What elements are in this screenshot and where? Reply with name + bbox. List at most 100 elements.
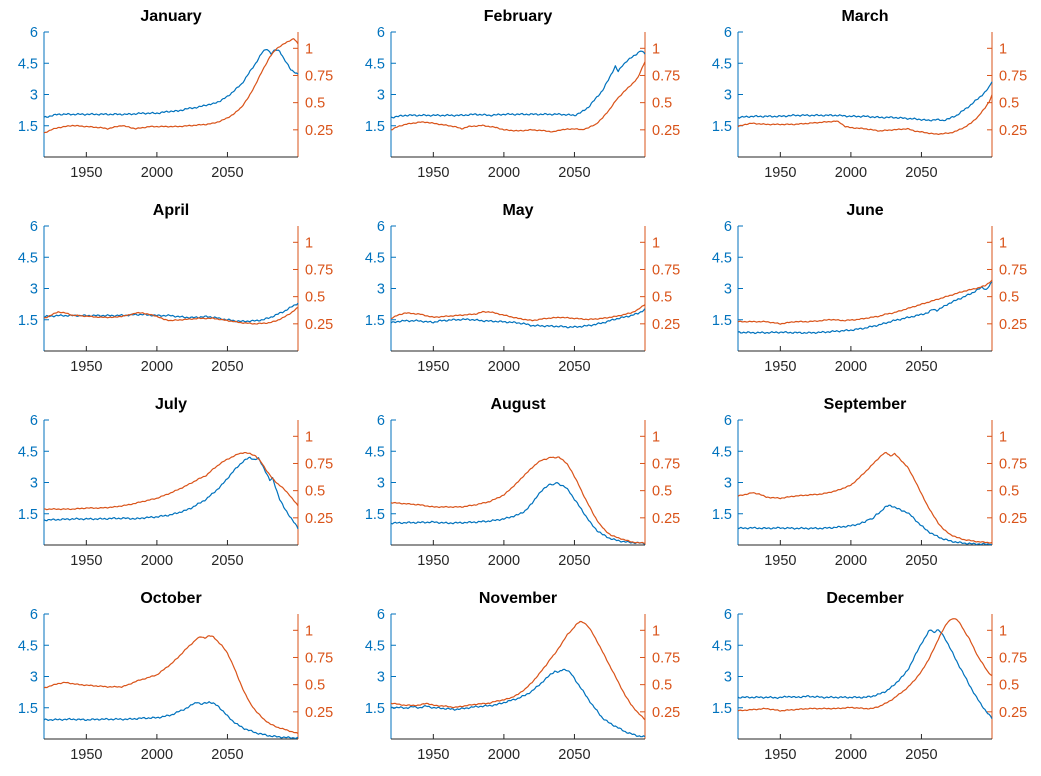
blue-series-line xyxy=(43,302,299,323)
left-tick-label: 1.5 xyxy=(18,119,38,135)
right-tick-label: 1 xyxy=(999,235,1007,251)
right-tick-label: 0.25 xyxy=(999,511,1027,527)
right-tick-label: 0.75 xyxy=(652,650,680,666)
left-tick-label: 6 xyxy=(377,413,385,429)
subplot-svg: July 1.5 3 4.5 6 0.25 0.5 0.75 1 1950 2000 2050 xyxy=(18,396,333,569)
subplot-title: November xyxy=(479,590,557,607)
right-tick-label: 1 xyxy=(305,235,313,251)
left-tick-label: 4.5 xyxy=(365,638,385,654)
subplot-january: January 1.5 3 4.5 6 0.25 0.5 0.75 1 1950 2000 2050 xyxy=(0,0,347,194)
right-tick-label: 0.5 xyxy=(652,484,672,500)
x-tick-label: 2050 xyxy=(905,553,937,569)
orange-series-line xyxy=(43,635,299,735)
subplot-title: August xyxy=(490,396,546,413)
x-tick-label: 1950 xyxy=(764,553,796,569)
left-tick-label: 3 xyxy=(724,476,732,492)
subplot-title: March xyxy=(841,8,888,25)
left-tick-label: 3 xyxy=(724,88,732,104)
x-tick-label: 2050 xyxy=(211,553,243,569)
subplot-november: November 1.5 3 4.5 6 0.25 0.5 0.75 1 1950 2000 2050 xyxy=(347,582,694,776)
right-tick-label: 0.5 xyxy=(305,484,325,500)
x-tick-label: 1950 xyxy=(70,747,102,763)
x-tick-label: 1950 xyxy=(70,553,102,569)
left-tick-label: 6 xyxy=(30,413,38,429)
right-tick-label: 0.5 xyxy=(305,290,325,306)
x-tick-label: 2050 xyxy=(905,747,937,763)
right-tick-label: 0.25 xyxy=(305,317,333,333)
subplot-svg: January 1.5 3 4.5 6 0.25 0.5 0.75 1 1950 2000 2050 xyxy=(18,8,333,181)
left-tick-label: 6 xyxy=(724,219,732,235)
left-tick-label: 3 xyxy=(30,476,38,492)
subplot-august: August 1.5 3 4.5 6 0.25 0.5 0.75 1 1950 2000 2050 xyxy=(347,388,694,582)
left-tick-label: 1.5 xyxy=(18,313,38,329)
left-tick-label: 6 xyxy=(30,607,38,623)
left-tick-label: 4.5 xyxy=(712,56,732,72)
orange-series-line xyxy=(390,456,646,544)
left-tick-label: 6 xyxy=(724,607,732,623)
right-tick-label: 0.75 xyxy=(305,456,333,472)
left-tick-label: 4.5 xyxy=(712,444,732,460)
x-tick-label: 1950 xyxy=(417,747,449,763)
left-tick-label: 6 xyxy=(377,219,385,235)
orange-series-line xyxy=(737,618,993,712)
right-tick-label: 0.5 xyxy=(999,96,1019,112)
orange-series-line xyxy=(390,304,646,322)
subplot-svg: September 1.5 3 4.5 6 0.25 0.5 0.75 1 1950 2000 205… xyxy=(712,396,1027,569)
subplot-title: September xyxy=(824,396,907,413)
blue-series-line xyxy=(390,668,646,738)
blue-series-line xyxy=(737,281,993,335)
x-tick-label: 2000 xyxy=(835,747,867,763)
left-tick-label: 1.5 xyxy=(365,119,385,135)
x-tick-label: 2050 xyxy=(211,747,243,763)
x-tick-label: 2000 xyxy=(835,359,867,375)
subplot-june: June 1.5 3 4.5 6 0.25 0.5 0.75 1 1950 2000 2050 xyxy=(694,194,1041,388)
x-tick-label: 2050 xyxy=(905,165,937,181)
right-tick-label: 0.75 xyxy=(999,650,1027,666)
right-tick-label: 0.25 xyxy=(999,317,1027,333)
left-tick-label: 3 xyxy=(377,282,385,298)
right-tick-label: 0.75 xyxy=(652,68,680,84)
left-tick-label: 4.5 xyxy=(18,444,38,460)
right-tick-label: 0.75 xyxy=(305,262,333,278)
blue-series-line xyxy=(43,701,299,740)
right-tick-label: 0.5 xyxy=(999,678,1019,694)
right-tick-label: 1 xyxy=(999,623,1007,639)
right-tick-label: 0.25 xyxy=(652,317,680,333)
blue-series-line xyxy=(390,50,646,119)
subplot-september: September 1.5 3 4.5 6 0.25 0.5 0.75 1 1950 2000 205… xyxy=(694,388,1041,582)
left-tick-label: 3 xyxy=(30,88,38,104)
right-tick-label: 0.75 xyxy=(305,650,333,666)
left-tick-label: 1.5 xyxy=(712,119,732,135)
left-tick-label: 1.5 xyxy=(365,701,385,717)
orange-series-line xyxy=(43,451,299,511)
left-tick-label: 4.5 xyxy=(18,250,38,266)
right-tick-label: 0.5 xyxy=(305,678,325,694)
orange-series-line xyxy=(737,451,993,544)
subplot-title: June xyxy=(846,202,883,219)
blue-series-line xyxy=(43,48,299,118)
x-tick-label: 2050 xyxy=(211,359,243,375)
left-tick-label: 6 xyxy=(377,607,385,623)
subplot-april: April 1.5 3 4.5 6 0.25 0.5 0.75 1 1950 2000 2050 xyxy=(0,194,347,388)
x-tick-label: 1950 xyxy=(417,359,449,375)
left-tick-label: 1.5 xyxy=(712,313,732,329)
right-tick-label: 1 xyxy=(652,429,660,445)
subplot-july: July 1.5 3 4.5 6 0.25 0.5 0.75 1 1950 2000 2050 xyxy=(0,388,347,582)
left-tick-label: 1.5 xyxy=(365,313,385,329)
subplot-may: May 1.5 3 4.5 6 0.25 0.5 0.75 1 1950 2000 2050 xyxy=(347,194,694,388)
x-tick-label: 2050 xyxy=(558,359,590,375)
x-tick-label: 2050 xyxy=(558,747,590,763)
right-tick-label: 0.25 xyxy=(999,123,1027,139)
right-tick-label: 1 xyxy=(652,41,660,57)
x-tick-label: 2050 xyxy=(558,553,590,569)
blue-series-line xyxy=(737,629,993,720)
subplot-title: January xyxy=(140,8,201,25)
blue-series-line xyxy=(737,504,993,546)
orange-series-line xyxy=(43,306,299,325)
subplot-title: April xyxy=(153,202,189,219)
right-tick-label: 1 xyxy=(652,235,660,251)
x-tick-label: 1950 xyxy=(417,553,449,569)
right-tick-label: 0.5 xyxy=(652,290,672,306)
x-tick-label: 2000 xyxy=(141,747,173,763)
